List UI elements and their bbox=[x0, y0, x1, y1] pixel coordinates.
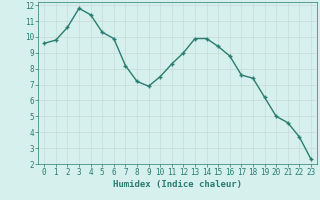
X-axis label: Humidex (Indice chaleur): Humidex (Indice chaleur) bbox=[113, 180, 242, 189]
